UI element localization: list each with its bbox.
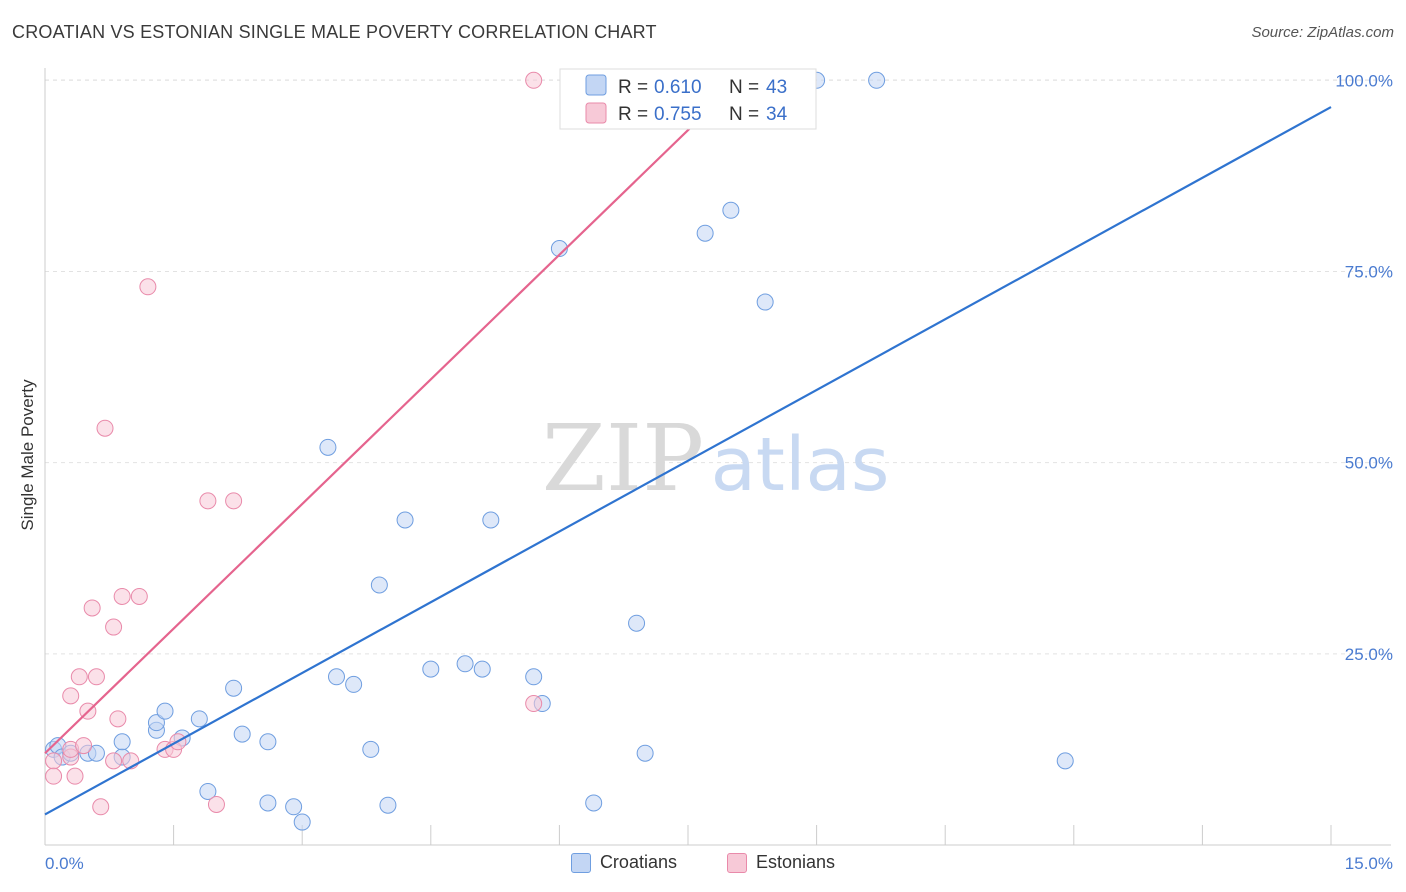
- chart-source: Source: ZipAtlas.com: [1251, 24, 1394, 41]
- croatians-point-36: [628, 614, 646, 632]
- croatians-point-25: [379, 796, 397, 814]
- trend-lines: [44, 79, 1332, 816]
- croatians-point-10: [156, 702, 174, 720]
- legend-r-label-2: R =: [618, 104, 648, 125]
- estonians-point-19: [139, 278, 157, 296]
- croatians-point-39: [722, 201, 740, 219]
- croatians-point-31: [525, 668, 543, 686]
- croatians-point-27: [422, 660, 440, 678]
- legend-n-value-2: 34: [766, 104, 788, 125]
- croatians-point-23: [362, 740, 380, 758]
- x-tick-label-start: 0.0%: [45, 854, 84, 873]
- croatians-point-15: [233, 725, 251, 743]
- croatians-point-26: [396, 511, 414, 529]
- croatians-point-42: [868, 71, 886, 89]
- croatians-point-9: [147, 714, 165, 732]
- estonians-point-23: [199, 492, 217, 510]
- y-tick-label-3: 100.0%: [1335, 71, 1393, 90]
- croatians-point-35: [585, 794, 603, 812]
- croatians-point-13: [199, 782, 217, 800]
- estonians-point-13: [105, 618, 123, 636]
- estonians-point-6: [70, 668, 88, 686]
- estonians-point-24: [207, 795, 225, 813]
- legend: R = 0.610 N = 43 R = 0.755 N = 34: [559, 68, 817, 130]
- estonians-point-12: [96, 419, 114, 437]
- legend-n-label-1: N =: [729, 77, 759, 98]
- estonians-swatch: [726, 852, 747, 873]
- x-tick-label-end: 15.0%: [1345, 854, 1393, 873]
- legend-n-value-1: 43: [766, 77, 787, 98]
- croatians-label: Croatians: [599, 852, 677, 872]
- y-tick-label-0: 25.0%: [1345, 645, 1393, 664]
- tick-labels: 25.0% 50.0% 75.0% 100.0% 0.0% 15.0%: [45, 71, 1393, 873]
- bottom-legend-croatians[interactable]: Croatians: [570, 852, 677, 873]
- legend-r-value-2: 0.755: [654, 104, 702, 125]
- croatians-point-7: [113, 733, 131, 751]
- estonians-point-0: [45, 752, 63, 770]
- legend-r-label-1: R =: [618, 77, 648, 98]
- estonians-point-4: [62, 687, 80, 705]
- croatians-point-24: [370, 576, 388, 594]
- croatians-point-16: [259, 733, 277, 751]
- croatians-point-40: [756, 293, 774, 311]
- watermark-atlas: atlas: [711, 422, 890, 508]
- estonians-point-5: [66, 767, 84, 785]
- croatians-point-43: [1056, 752, 1074, 770]
- bottom-legend-estonians[interactable]: Estonians: [726, 852, 836, 873]
- croatians-point-22: [345, 675, 363, 693]
- gridlines: [45, 79, 1391, 655]
- croatians-point-21: [327, 668, 345, 686]
- croatians-point-14: [225, 679, 243, 697]
- chart-title: CROATIAN VS ESTONIAN SINGLE MALE POVERTY…: [12, 22, 657, 42]
- estonians-point-18: [130, 587, 148, 605]
- croatians-point-12: [190, 710, 208, 728]
- croatians-point-5: [87, 744, 105, 762]
- watermark-zip: ZIP: [542, 405, 704, 512]
- croatians-point-37: [636, 744, 654, 762]
- estonians-point-16: [113, 587, 131, 605]
- y-tick-label-2: 75.0%: [1345, 262, 1393, 281]
- y-tick-label-1: 50.0%: [1345, 454, 1393, 473]
- estonians-point-7: [75, 737, 93, 755]
- croatians-point-38: [696, 224, 714, 242]
- estonians-point-27: [525, 71, 543, 89]
- legend-swatch-croatians: [585, 74, 607, 96]
- estonians-point-14: [105, 752, 123, 770]
- estonians-point-11: [92, 798, 110, 816]
- estonians-point-15: [109, 710, 127, 728]
- croatians-point-29: [473, 660, 491, 678]
- croatians-trend-line: [44, 106, 1332, 816]
- estonians-point-9: [83, 599, 101, 617]
- croatians-point-30: [482, 511, 500, 529]
- croatians-swatch: [570, 852, 591, 873]
- estonians-point-25: [225, 492, 243, 510]
- croatians-point-19: [293, 813, 311, 831]
- croatians-point-17: [259, 794, 277, 812]
- croatians-point-20: [319, 438, 337, 456]
- legend-r-value-1: 0.610: [654, 77, 702, 98]
- estonians-point-26: [525, 695, 543, 713]
- croatians-point-18: [285, 798, 303, 816]
- watermark: ZIP atlas: [542, 405, 890, 512]
- estonians-label: Estonians: [755, 852, 836, 872]
- bottom-legend: Croatians Estonians: [0, 852, 1406, 873]
- estonians-point-1: [45, 767, 63, 785]
- croatians-point-28: [456, 655, 474, 673]
- estonians-point-10: [87, 668, 105, 686]
- legend-swatch-estonians: [585, 102, 607, 124]
- legend-n-label-2: N =: [729, 104, 759, 125]
- estonians-trend-line: [44, 79, 741, 755]
